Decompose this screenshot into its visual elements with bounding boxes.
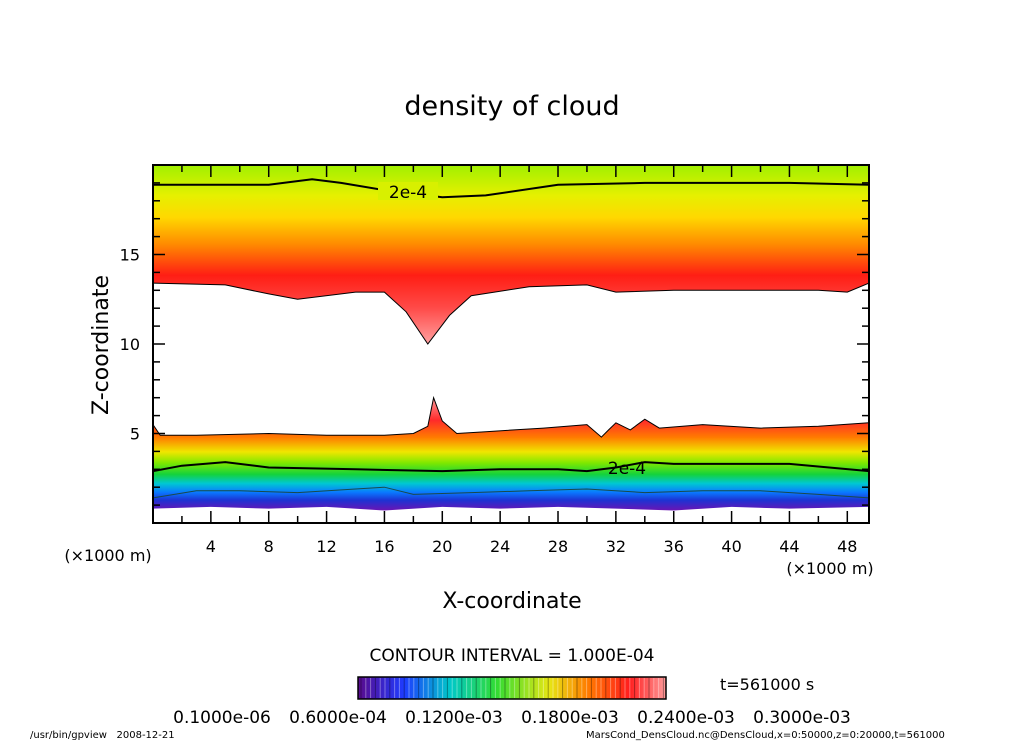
chart-title: density of cloud [404,91,619,122]
contour-label-bg [378,182,438,200]
x-tick-label: 40 [721,537,741,556]
colorbar-label: 0.2400e-03 [637,708,735,728]
x-tick-label: 8 [264,537,274,556]
colorbar-label: 0.1000e-06 [173,708,271,728]
x-tick-label: 4 [206,537,216,556]
x-tick-label: 32 [606,537,626,556]
x-tick-label: 48 [837,537,857,556]
footer-left: /usr/bin/gpview 2008-12-21 [30,730,175,741]
plot-area [153,165,869,511]
x-tick-label: 28 [548,537,568,556]
y-tick-label: 5 [130,425,140,444]
colorbar [358,677,666,699]
contour-interval-text: CONTOUR INTERVAL = 1.000E-04 [370,646,655,666]
colorbar-stripes [360,678,664,698]
upper-cloud-band [153,165,869,344]
contour-line-lower-2e-4 [153,461,869,473]
y-axis-units: (×1000 m) [64,546,151,565]
colorbar-label: 0.1200e-03 [405,708,503,728]
contour-line-lower-1e-4 [153,486,869,499]
y-tick-label: 10 [120,335,140,354]
contour-line-upper-2e-4 [153,178,869,199]
contour-line-lower-edge [153,395,869,438]
footer-right: MarsCond_DensCloud.nc@DensCloud,x=0:5000… [586,730,945,741]
y-axis-label: Z-coordinate [89,275,114,415]
x-tick-label: 20 [432,537,452,556]
colorbar-labels: 0.1000e-06 0.6000e-04 0.1200e-03 0.1800e-03… [173,708,851,728]
lower-cloud-band [153,397,869,511]
x-tick-label: 44 [779,537,799,556]
x-axis-label: X-coordinate [442,589,581,614]
x-tick-label: 16 [374,537,394,556]
x-tick-label: 36 [664,537,684,556]
x-axis-units: (×1000 m) [786,559,873,578]
time-label: t=561000 s [720,675,814,694]
contour-label-upper: 2e-4 [389,183,427,203]
colorbar-label: 0.6000e-04 [289,708,387,728]
colorbar-label: 0.1800e-03 [521,708,619,728]
y-tick-label: 15 [120,246,140,265]
contour-label-lower: 2e-4 [608,459,646,479]
colorbar-label: 0.3000e-03 [753,708,851,728]
contour-line-upper-edge [153,282,869,345]
x-tick-label: 24 [490,537,510,556]
colorbar-frame [357,676,667,700]
x-tick-label: 12 [316,537,336,556]
